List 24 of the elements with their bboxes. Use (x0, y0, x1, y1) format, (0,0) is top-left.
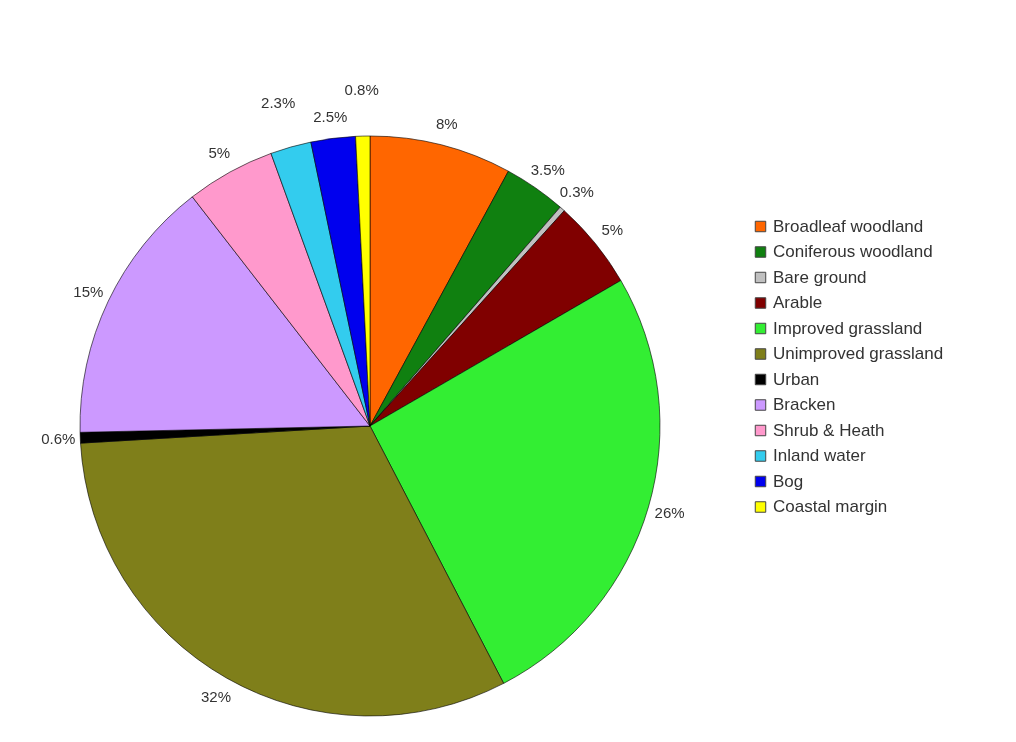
data-label: 2.3% (261, 93, 296, 111)
data-label: 3.5% (530, 160, 565, 178)
data-label: 0.8% (344, 81, 379, 99)
legend-label: Improved grassland (773, 318, 923, 338)
data-label: 32% (200, 688, 231, 706)
legend-label: Coastal margin (773, 497, 888, 516)
legend-label: Inland water (773, 446, 866, 465)
legend-label: Broadleaf woodland (773, 216, 924, 236)
data-label: 5% (208, 143, 231, 161)
data-label: 8% (436, 114, 458, 132)
data-label: 5% (601, 220, 624, 238)
legend-label: Unimproved grassland (773, 344, 944, 363)
legend-label: Shrub & Heath (773, 420, 885, 440)
data-label: 0.3% (559, 183, 594, 201)
legend-label: Coniferous woodland (773, 242, 933, 261)
legend-label: Bracken (773, 395, 836, 414)
legend-label: Bare ground (773, 267, 867, 287)
legend-label: Arable (773, 293, 823, 312)
legend-label: Bog (773, 471, 804, 491)
legend-label: Urban (773, 369, 820, 389)
data-label: 15% (73, 282, 104, 300)
data-label: 0.6% (41, 429, 76, 447)
data-label: 2.5% (313, 107, 348, 125)
data-label: 26% (654, 504, 685, 522)
